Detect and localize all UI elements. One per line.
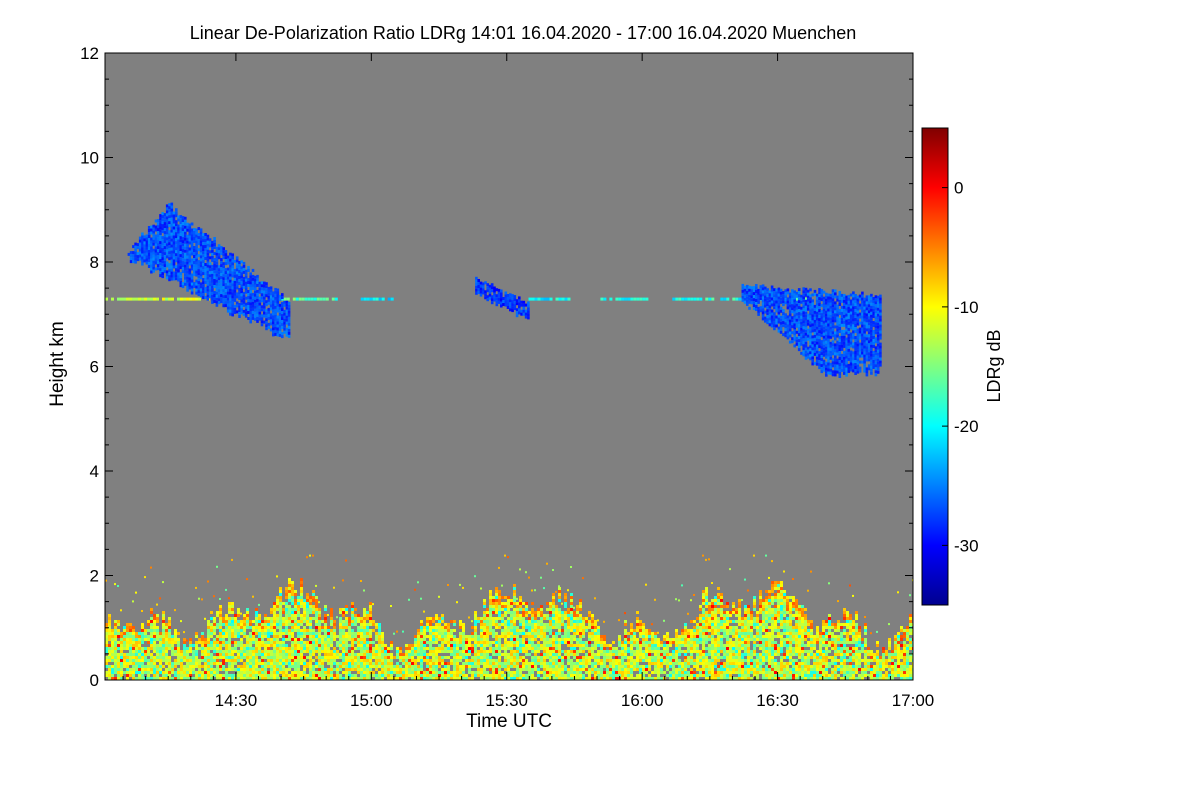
colorbar-tick-label: 0 [954, 179, 963, 198]
boundary-layer [105, 554, 913, 680]
y-tick-label: 0 [90, 671, 99, 690]
cloud-2 [475, 276, 530, 320]
x-tick-label: 17:00 [892, 691, 935, 710]
x-tick-label: 16:00 [621, 691, 664, 710]
x-tick-label: 14:30 [215, 691, 258, 710]
y-tick-label: 8 [90, 253, 99, 272]
y-axis-label: Height km [47, 321, 68, 407]
x-axis-label: Time UTC [466, 711, 552, 732]
y-tick-label: 4 [90, 462, 99, 481]
colorbar-ticks: 0 -10 -20 -30 [942, 179, 979, 555]
y-axis: 0 2 4 6 8 10 12 [80, 44, 913, 690]
x-tick-label: 15:30 [485, 691, 528, 710]
cloud-1 [127, 202, 291, 339]
chart-title: Linear De-Polarization Ratio LDRg 14:01 … [190, 23, 856, 43]
y-tick-label: 12 [80, 44, 99, 63]
x-tick-label: 15:00 [350, 691, 393, 710]
y-tick-label: 2 [90, 567, 99, 586]
x-axis: 14:30 15:00 15:30 16:00 16:30 17:00 [122, 53, 935, 710]
y-tick-label: 6 [90, 358, 99, 377]
colorbar [921, 127, 949, 606]
colorbar-tick-label: -20 [954, 417, 979, 436]
colorbar-label: LDRg dB [984, 329, 1004, 402]
plot-area [105, 53, 913, 680]
heatmap-layer [105, 202, 913, 680]
y-tick-label: 10 [80, 149, 99, 168]
colorbar-tick-label: -30 [954, 536, 979, 555]
cloud-3 [741, 283, 882, 378]
colorbar-tick-label: -10 [954, 298, 979, 317]
x-tick-label: 16:30 [756, 691, 799, 710]
